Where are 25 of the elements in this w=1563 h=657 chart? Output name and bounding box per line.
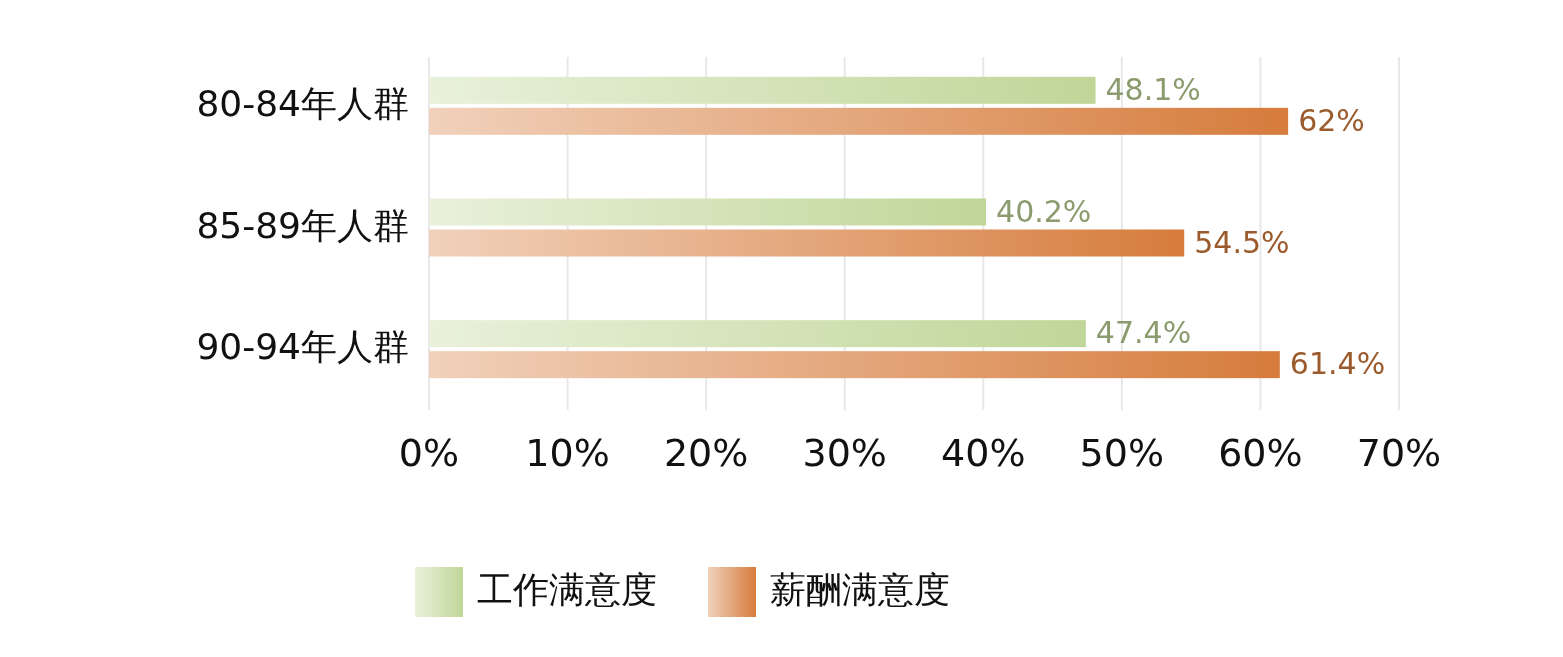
text: 47.4%: [1095, 315, 1192, 351]
bar: [429, 351, 1280, 379]
bar: [429, 107, 1289, 135]
bar: [429, 229, 1185, 257]
legend-label: 薪酬满意度: [770, 569, 950, 610]
x-tick-label: 20%: [663, 430, 749, 475]
x-tick-label: 70%: [1356, 430, 1442, 475]
text: 48.1%: [1105, 71, 1201, 107]
x-tick-label: 10%: [525, 430, 610, 475]
text: 62%: [1298, 102, 1365, 138]
x-tick-label: 60%: [1218, 430, 1303, 475]
y-tick-label: 85-89年人群: [196, 204, 409, 246]
bar: [429, 320, 1086, 348]
x-tick-label: 0%: [398, 430, 460, 475]
text: 61.4%: [1289, 346, 1386, 382]
y-tick-label: 90-94年人群: [196, 326, 409, 368]
bar: [429, 76, 1096, 104]
text: 40.2%: [996, 193, 1092, 229]
x-tick-label: 40%: [941, 430, 1026, 475]
bar: [429, 198, 987, 226]
x-tick-label: 30%: [802, 430, 887, 475]
legend-label: 工作满意度: [477, 569, 657, 610]
x-tick-label: 50%: [1079, 430, 1165, 475]
text: 54.5%: [1194, 224, 1290, 260]
y-tick-label: 80-84年人群: [196, 82, 409, 124]
